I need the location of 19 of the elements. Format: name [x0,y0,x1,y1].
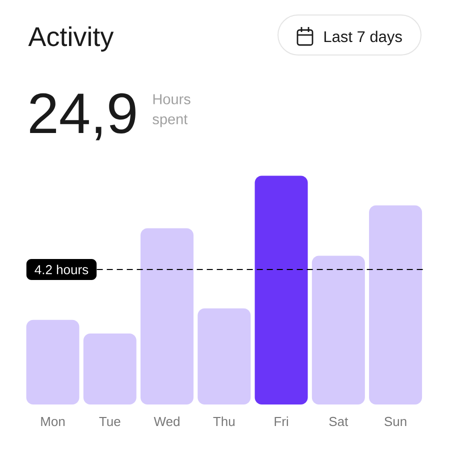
text: 24,9 [30,93,136,140]
chart-title: Activity [28,26,114,52]
text: Last 7 days [324,30,402,46]
bar [83,334,136,404]
bar [312,256,365,404]
bar [198,308,251,404]
x-tick-label: Fri [274,416,288,426]
x-tick-label: Sun [384,416,406,426]
bar [26,320,80,404]
x-tick-label: Thu [213,416,234,426]
text: Hours spent [152,94,190,128]
bar [254,176,308,404]
x-tick-label: Tue [99,417,120,426]
x-tick-label: Sat [329,416,348,426]
x-tick-label: Wed [154,416,180,426]
x-tick-label: Mon [41,417,65,426]
bar [369,205,422,404]
ref-line-label: 4.2 hours [34,264,88,274]
bar [140,228,194,404]
